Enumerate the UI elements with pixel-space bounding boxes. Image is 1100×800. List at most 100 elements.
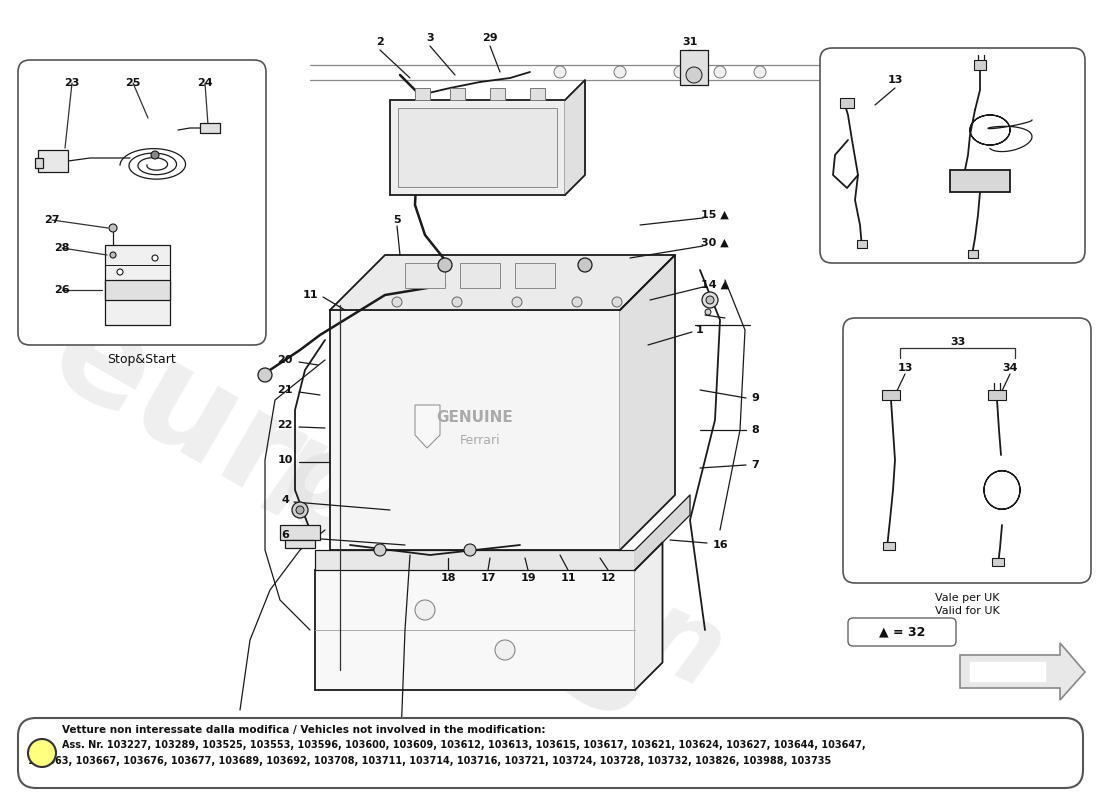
Bar <box>104 280 170 300</box>
Text: Vale per UK: Vale per UK <box>935 593 999 603</box>
FancyBboxPatch shape <box>843 318 1091 583</box>
Text: Vetture non interessate dalla modifica / Vehicles not involved in the modificati: Vetture non interessate dalla modifica /… <box>62 725 546 735</box>
Bar <box>315 550 635 570</box>
Text: ▲ = 32: ▲ = 32 <box>879 626 925 638</box>
Bar <box>390 100 565 195</box>
Text: Stop&Start: Stop&Start <box>108 354 176 366</box>
Circle shape <box>702 292 718 308</box>
Circle shape <box>392 297 402 307</box>
Text: 22: 22 <box>277 420 293 430</box>
Text: 19: 19 <box>520 573 536 583</box>
Text: Ferrari: Ferrari <box>460 434 500 446</box>
Text: 8: 8 <box>751 425 759 435</box>
Polygon shape <box>635 495 690 570</box>
Bar <box>315 570 635 690</box>
Text: 28: 28 <box>54 243 69 253</box>
Polygon shape <box>330 255 675 310</box>
Bar <box>405 263 446 288</box>
Polygon shape <box>970 662 1045 681</box>
Text: 10: 10 <box>277 455 293 465</box>
Text: 11: 11 <box>560 573 575 583</box>
Text: GENUINE: GENUINE <box>437 410 514 426</box>
Text: 11: 11 <box>302 290 318 300</box>
Bar <box>285 540 315 548</box>
Bar <box>35 158 43 168</box>
Text: 1: 1 <box>696 325 704 335</box>
Bar <box>450 88 465 100</box>
Circle shape <box>554 66 566 78</box>
Text: 103663, 103667, 103676, 103677, 103689, 103692, 103708, 103711, 103714, 103716, : 103663, 103667, 103676, 103677, 103689, … <box>28 756 832 766</box>
Text: 29: 29 <box>482 33 498 43</box>
Bar <box>950 170 1010 192</box>
FancyBboxPatch shape <box>18 60 266 345</box>
Circle shape <box>438 258 452 272</box>
Bar <box>680 50 708 85</box>
Bar <box>857 240 867 248</box>
Bar <box>104 245 170 325</box>
Bar <box>490 88 505 100</box>
Bar <box>974 60 986 70</box>
Text: 7: 7 <box>751 460 759 470</box>
FancyBboxPatch shape <box>820 48 1085 263</box>
Text: 4: 4 <box>282 495 289 505</box>
Circle shape <box>714 66 726 78</box>
Text: europa: europa <box>28 284 572 676</box>
Bar <box>200 123 220 133</box>
Circle shape <box>612 297 621 307</box>
Text: 17: 17 <box>481 573 496 583</box>
Circle shape <box>614 66 626 78</box>
Text: 31: 31 <box>682 37 697 47</box>
Text: 27: 27 <box>44 215 59 225</box>
Circle shape <box>117 269 123 275</box>
FancyBboxPatch shape <box>18 718 1083 788</box>
Circle shape <box>415 600 434 620</box>
Circle shape <box>705 309 711 315</box>
Text: 14 ▲: 14 ▲ <box>701 280 729 290</box>
Circle shape <box>706 296 714 304</box>
Polygon shape <box>960 643 1085 700</box>
Circle shape <box>258 368 272 382</box>
Text: 34: 34 <box>1002 363 1018 373</box>
Circle shape <box>296 506 304 514</box>
Text: 3: 3 <box>426 33 433 43</box>
Circle shape <box>674 66 686 78</box>
Polygon shape <box>415 405 440 448</box>
Text: passion: passion <box>260 410 740 710</box>
Text: 23: 23 <box>64 78 79 88</box>
Circle shape <box>151 151 160 159</box>
Text: 16: 16 <box>712 540 728 550</box>
Text: 6: 6 <box>282 530 289 540</box>
Text: 25: 25 <box>125 78 141 88</box>
Bar <box>882 390 900 400</box>
Circle shape <box>754 66 766 78</box>
Text: 18: 18 <box>440 573 455 583</box>
Circle shape <box>686 67 702 83</box>
Bar <box>840 98 854 108</box>
Text: 33: 33 <box>950 337 966 347</box>
Circle shape <box>292 502 308 518</box>
FancyBboxPatch shape <box>848 618 956 646</box>
Circle shape <box>572 297 582 307</box>
Text: 13: 13 <box>888 75 903 85</box>
Text: Ass. Nr. 103227, 103289, 103525, 103553, 103596, 103600, 103609, 103612, 103613,: Ass. Nr. 103227, 103289, 103525, 103553,… <box>62 740 866 750</box>
Polygon shape <box>635 542 662 690</box>
Circle shape <box>512 297 522 307</box>
Circle shape <box>110 252 115 258</box>
Circle shape <box>28 739 56 767</box>
Text: 9: 9 <box>751 393 759 403</box>
Text: 1985: 1985 <box>287 485 673 755</box>
Text: 24: 24 <box>197 78 212 88</box>
Circle shape <box>152 255 158 261</box>
Text: 21: 21 <box>277 385 293 395</box>
Bar <box>330 310 620 550</box>
Circle shape <box>495 640 515 660</box>
Bar <box>992 558 1004 566</box>
Text: Valid for UK: Valid for UK <box>935 606 1000 616</box>
Circle shape <box>452 297 462 307</box>
Text: 2: 2 <box>376 37 384 47</box>
Polygon shape <box>620 255 675 550</box>
Bar <box>530 88 544 100</box>
Bar <box>39 150 68 172</box>
Text: 30 ▲: 30 ▲ <box>701 238 729 248</box>
Circle shape <box>578 258 592 272</box>
